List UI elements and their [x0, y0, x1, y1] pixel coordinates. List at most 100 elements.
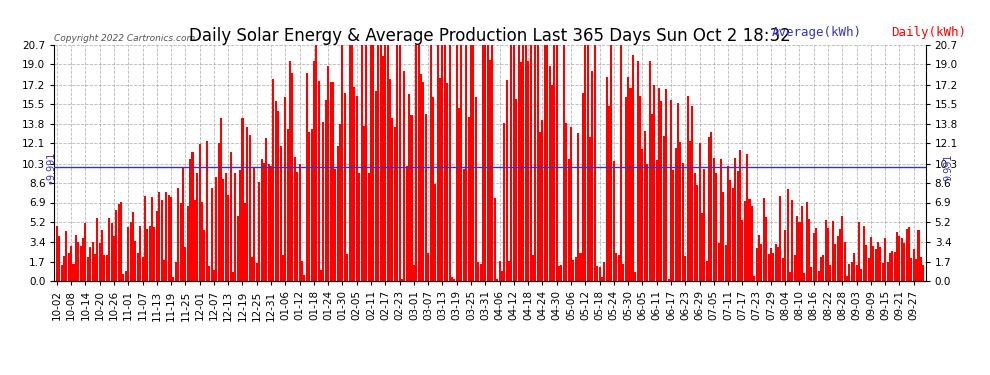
Bar	[470, 45, 472, 281]
Bar	[106, 255, 108, 281]
Bar	[442, 45, 444, 281]
Bar	[263, 163, 265, 281]
Bar	[796, 216, 798, 281]
Bar	[451, 277, 453, 281]
Bar	[675, 148, 677, 281]
Bar	[96, 218, 98, 281]
Bar	[91, 243, 93, 281]
Bar	[646, 164, 648, 281]
Bar	[84, 223, 86, 281]
Bar	[75, 235, 77, 281]
Bar	[825, 220, 827, 281]
Bar	[701, 213, 703, 281]
Bar	[303, 275, 305, 281]
Bar	[896, 232, 898, 281]
Bar	[823, 255, 825, 281]
Bar	[403, 71, 405, 281]
Bar	[672, 170, 674, 281]
Text: Average(kWh): Average(kWh)	[772, 26, 862, 39]
Bar	[839, 230, 841, 281]
Bar	[396, 45, 398, 281]
Bar	[735, 158, 737, 281]
Bar	[653, 85, 655, 281]
Bar	[225, 173, 227, 281]
Bar	[689, 141, 691, 281]
Bar	[179, 203, 181, 281]
Bar	[618, 255, 620, 281]
Bar	[899, 236, 901, 281]
Bar	[337, 146, 339, 281]
Bar	[789, 272, 791, 281]
Bar	[60, 265, 62, 281]
Bar	[513, 45, 515, 281]
Bar	[270, 166, 272, 281]
Bar	[289, 61, 291, 281]
Bar	[684, 256, 686, 281]
Bar	[750, 206, 753, 281]
Bar	[465, 45, 467, 281]
Bar	[148, 226, 150, 281]
Bar	[565, 123, 567, 281]
Bar	[365, 45, 367, 281]
Bar	[603, 262, 605, 281]
Bar	[542, 120, 544, 281]
Bar	[570, 128, 572, 281]
Bar	[760, 244, 762, 281]
Bar	[827, 228, 829, 281]
Bar	[662, 136, 665, 281]
Bar	[915, 260, 917, 281]
Bar	[296, 172, 298, 281]
Bar	[872, 246, 874, 281]
Bar	[55, 226, 57, 281]
Bar	[203, 230, 205, 281]
Bar	[460, 45, 462, 281]
Bar	[870, 237, 872, 281]
Bar	[448, 45, 450, 281]
Bar	[546, 45, 548, 281]
Bar	[423, 82, 425, 281]
Bar	[272, 78, 274, 281]
Bar	[530, 45, 532, 281]
Bar	[537, 45, 539, 281]
Bar	[432, 97, 434, 281]
Bar	[477, 262, 479, 281]
Bar	[70, 246, 72, 281]
Bar	[232, 272, 234, 281]
Bar	[855, 265, 857, 281]
Bar	[379, 45, 381, 281]
Bar	[748, 199, 750, 281]
Bar	[89, 248, 91, 281]
Bar	[691, 106, 693, 281]
Bar	[627, 77, 629, 281]
Bar	[606, 76, 608, 281]
Bar	[342, 45, 344, 281]
Bar	[560, 265, 562, 281]
Bar	[482, 45, 484, 281]
Bar	[784, 230, 786, 281]
Bar	[862, 226, 865, 281]
Bar	[427, 253, 430, 281]
Bar	[265, 138, 267, 281]
Bar	[187, 206, 189, 281]
Bar	[818, 271, 820, 281]
Bar	[891, 251, 893, 281]
Bar	[437, 45, 439, 281]
Bar	[208, 266, 210, 281]
Bar	[223, 179, 225, 281]
Bar	[494, 198, 496, 281]
Bar	[332, 82, 334, 281]
Bar	[548, 66, 550, 281]
Bar	[767, 254, 769, 281]
Bar	[153, 227, 155, 281]
Bar	[555, 45, 557, 281]
Bar	[170, 197, 172, 281]
Bar	[411, 115, 413, 281]
Bar	[527, 61, 529, 281]
Bar	[311, 129, 313, 281]
Bar	[87, 257, 89, 281]
Bar	[665, 90, 667, 281]
Bar	[65, 231, 67, 281]
Bar	[553, 45, 555, 281]
Bar	[630, 88, 632, 281]
Bar	[518, 45, 520, 281]
